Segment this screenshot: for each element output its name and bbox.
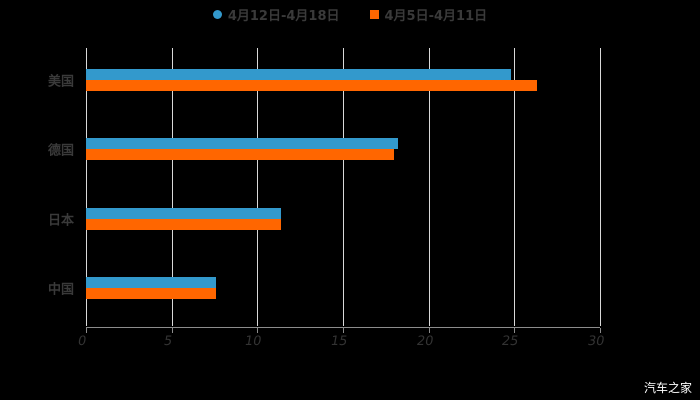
bar-series-1[interactable] [86,207,282,219]
gridline [514,48,516,326]
bar-series-1[interactable] [86,68,511,80]
gridline [428,48,430,326]
x-tick [257,328,259,333]
plot-area [86,48,601,326]
legend-item-series-1[interactable]: 4月12日-4月18日 [212,4,340,24]
x-tick [343,328,344,333]
x-tick [600,328,601,333]
bar-series-2[interactable] [86,218,282,230]
bar-series-1[interactable] [86,277,217,289]
y-category-label: 日本 [48,213,75,229]
x-tick-label: 0 [76,334,88,349]
x-tick-label: 20 [415,334,435,349]
watermark: 汽车之家 [643,381,692,395]
legend-label: 4月5日-4月11日 [384,8,488,24]
legend-label: 4月12日-4月18日 [227,8,340,24]
x-tick-label: 30 [586,334,606,349]
gridline [257,48,259,326]
y-category-label: 中国 [48,282,75,298]
x-tick [171,328,173,333]
bar-series-2[interactable] [86,149,395,161]
x-tick-label: 10 [243,334,263,349]
bar-series-2[interactable] [86,288,217,300]
y-category-label: 德国 [48,143,75,159]
bar-series-1[interactable] [86,138,398,150]
gridline [343,48,344,326]
x-tick [428,328,430,333]
chart-legend: 4月12日-4月18日 4月5日-4月11日 [0,4,700,24]
gridline [171,48,173,326]
x-tick-label: 25 [500,334,520,349]
x-axis-line [86,327,600,328]
square-marker-icon [369,9,379,19]
legend-item-series-2[interactable]: 4月5日-4月11日 [369,4,488,24]
gridline [86,48,87,326]
y-category-label: 美国 [48,74,75,90]
circle-marker-icon [212,9,222,19]
x-tick [514,328,516,333]
gridline [600,48,601,326]
x-tick-label: 15 [329,334,349,349]
x-tick-label: 5 [162,334,174,349]
bar-series-2[interactable] [86,79,537,91]
x-tick [86,328,87,333]
